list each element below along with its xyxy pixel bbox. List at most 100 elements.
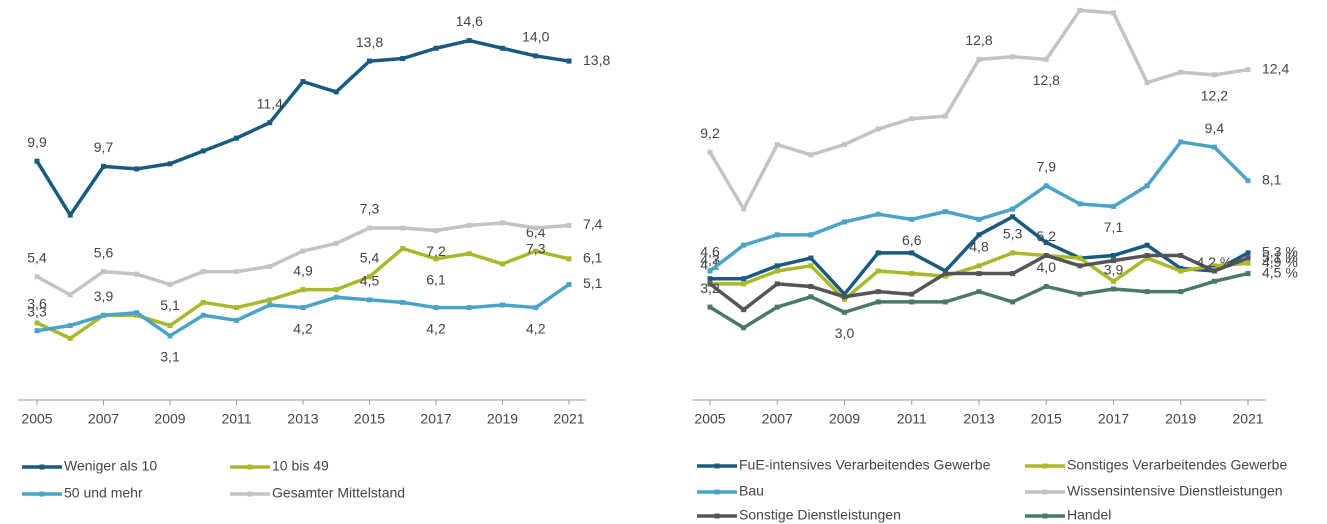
point-marker: [433, 228, 439, 234]
data-label: 8,1: [1262, 171, 1282, 187]
data-label: 13,8: [356, 34, 383, 50]
point-marker: [1211, 263, 1217, 269]
legend-marker: [247, 491, 253, 497]
point-marker: [707, 149, 713, 155]
data-label: 9,9: [27, 134, 47, 150]
x-tick-label: 2009: [154, 411, 185, 427]
data-label: 4,3: [700, 251, 720, 267]
x-tick-label: 2021: [1232, 411, 1263, 427]
point-marker: [942, 271, 948, 277]
data-label: 4,8: [969, 239, 989, 255]
point-marker: [333, 294, 339, 300]
data-label: 12,8: [965, 32, 992, 48]
point-marker: [1211, 268, 1217, 274]
data-label: 5,6: [94, 244, 114, 260]
data-label: 5,3 %: [1262, 244, 1298, 260]
point-marker: [167, 281, 173, 287]
x-tick-label: 2017: [1098, 411, 1129, 427]
point-marker: [134, 310, 140, 316]
point-marker: [1144, 80, 1150, 86]
point-marker: [67, 212, 73, 218]
point-marker: [134, 312, 140, 318]
legend-marker: [714, 513, 720, 519]
point-marker: [466, 305, 472, 311]
point-marker: [808, 263, 814, 269]
data-label: 14,6: [1100, 0, 1127, 2]
legend-marker: [714, 489, 720, 495]
point-marker: [909, 271, 915, 277]
point-marker: [1178, 252, 1184, 258]
point-marker: [1144, 255, 1150, 261]
point-marker: [367, 58, 372, 64]
point-marker: [875, 299, 881, 305]
point-marker: [267, 120, 273, 126]
point-marker: [909, 216, 915, 222]
point-marker: [1010, 250, 1016, 256]
point-marker: [1077, 263, 1083, 269]
point-marker: [267, 297, 273, 303]
legend-label: 50 und mehr: [64, 485, 143, 501]
point-marker: [466, 251, 472, 257]
legend-label: Handel: [1067, 507, 1111, 523]
point-marker: [1144, 289, 1150, 295]
point-marker: [976, 56, 982, 62]
point-marker: [808, 152, 814, 158]
point-marker: [909, 116, 915, 122]
data-label: 3,2: [700, 280, 720, 296]
point-marker: [267, 263, 273, 269]
point-marker: [707, 276, 713, 282]
legend-marker: [247, 464, 253, 470]
data-label: 12,8: [1033, 72, 1060, 88]
data-label: 14,6: [456, 13, 483, 29]
point-marker: [1043, 183, 1049, 189]
point-marker: [1211, 144, 1217, 150]
data-label: 3,0: [835, 325, 855, 341]
point-marker: [1144, 242, 1150, 248]
point-marker: [942, 113, 948, 119]
legend-label: Weniger als 10: [64, 458, 157, 474]
point-marker: [842, 291, 847, 297]
point-marker: [234, 135, 239, 141]
point-marker: [1178, 69, 1184, 75]
point-marker: [1111, 252, 1116, 258]
point-marker: [300, 79, 306, 85]
point-marker: [774, 281, 780, 287]
point-marker: [1010, 271, 1016, 277]
point-marker: [267, 302, 273, 308]
point-marker: [67, 335, 73, 341]
point-marker: [101, 269, 106, 275]
point-marker: [707, 268, 713, 274]
point-marker: [1245, 67, 1251, 73]
point-marker: [1111, 10, 1116, 16]
data-label: 5,1 %: [1262, 249, 1298, 265]
point-marker: [367, 297, 372, 303]
data-label: 5,4: [27, 249, 47, 265]
legend-marker: [39, 464, 45, 470]
data-label: 6,1: [426, 271, 446, 287]
data-label: 3,1: [160, 349, 180, 365]
point-marker: [200, 312, 206, 318]
data-label: 4,6: [700, 244, 720, 260]
point-marker: [942, 299, 948, 305]
point-marker: [842, 309, 847, 315]
data-label: 6,1: [583, 249, 603, 265]
point-marker: [1010, 206, 1016, 212]
point-marker: [875, 211, 881, 217]
point-marker: [500, 220, 505, 226]
point-marker: [433, 305, 439, 311]
point-marker: [1111, 258, 1116, 264]
legend-label: FuE-intensives Verarbeitendes Gewerbe: [739, 457, 991, 473]
point-marker: [67, 323, 73, 329]
point-marker: [1245, 271, 1251, 277]
point-marker: [707, 304, 713, 310]
point-marker: [1043, 56, 1049, 62]
point-marker: [533, 225, 539, 231]
data-label: 7,1: [1104, 219, 1124, 235]
data-label: 4,2 %: [1196, 254, 1232, 270]
point-marker: [909, 250, 915, 256]
point-marker: [942, 273, 948, 279]
data-label: 3,3: [27, 303, 47, 319]
point-marker: [500, 261, 505, 267]
point-marker: [1178, 139, 1184, 145]
